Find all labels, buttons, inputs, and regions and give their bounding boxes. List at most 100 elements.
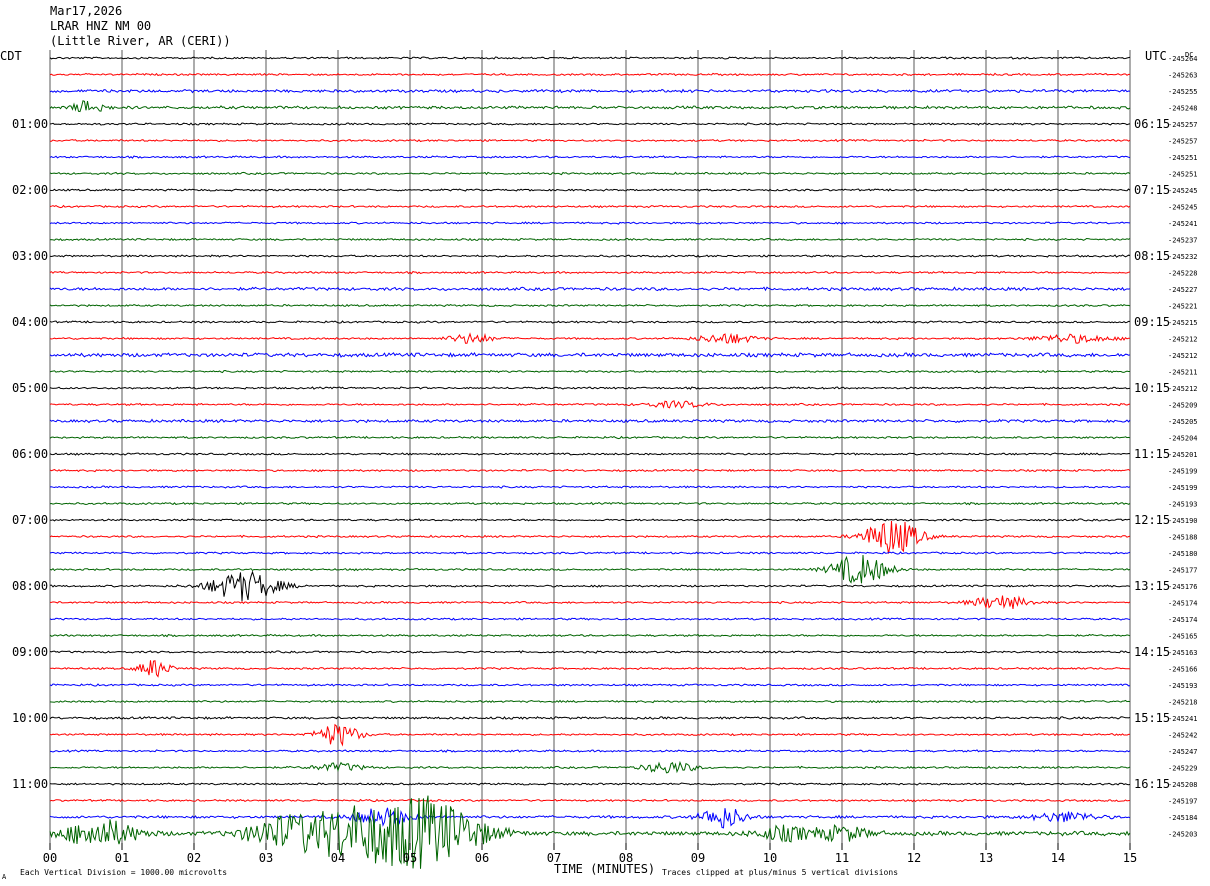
dc-offset-label: -245176: [1168, 583, 1198, 591]
seismic-traces: [49, 56, 1131, 869]
dc-offset-label: -245184: [1168, 814, 1198, 822]
dc-offset-label: -245193: [1168, 501, 1198, 509]
trace-line-7: [49, 155, 1131, 159]
dc-offset-label: -245227: [1168, 286, 1198, 294]
scale-note: Each Vertical Division = 1000.00 microvo…: [20, 868, 227, 877]
trace-line-22: [49, 400, 1131, 409]
trace-line-48: [49, 795, 1131, 869]
plot-header: Mar17,2026 LRAR HNZ NM 00 (Little River,…: [50, 4, 231, 49]
x-tick-label-04: 04: [331, 851, 345, 865]
trace-line-35: [49, 617, 1131, 621]
dc-offset-label: -245190: [1168, 517, 1198, 525]
x-tick-label-14: 14: [1051, 851, 1065, 865]
utc-hour-label: 07:15: [1134, 183, 1170, 197]
dc-offset-label: -245212: [1168, 385, 1198, 393]
cdt-hour-label: 02:00: [12, 183, 48, 197]
trace-line-33: [49, 570, 1131, 602]
dc-offset-label: -245204: [1168, 435, 1198, 443]
cdt-hour-label: 05:00: [12, 381, 48, 395]
x-tick-label-12: 12: [907, 851, 921, 865]
dc-offset-label: -245197: [1168, 798, 1198, 806]
trace-line-20: [49, 369, 1130, 374]
cdt-hour-label: 06:00: [12, 447, 48, 461]
dc-offset-label: -245263: [1168, 72, 1198, 80]
dc-offset-label: -245199: [1168, 484, 1198, 492]
utc-hour-label: 13:15: [1134, 579, 1170, 593]
trace-line-39: [49, 683, 1131, 687]
location-label: (Little River, AR (CERI)): [50, 34, 231, 48]
dc-offset-label: -245241: [1168, 715, 1198, 723]
trace-line-2: [49, 72, 1130, 77]
x-tick-label-07: 07: [547, 851, 561, 865]
trace-line-24: [49, 435, 1131, 440]
dc-offset-label: -245208: [1168, 781, 1198, 789]
dc-offset-label: -245203: [1168, 831, 1198, 839]
clip-note: Traces clipped at plus/minus 5 vertical …: [662, 868, 898, 877]
trace-line-8: [49, 171, 1131, 176]
cdt-hour-label: 09:00: [12, 645, 48, 659]
trace-line-31: [49, 551, 1131, 555]
trace-line-42: [49, 723, 1131, 747]
dc-offset-label: -245247: [1168, 748, 1198, 756]
trace-line-21: [49, 386, 1131, 390]
x-tick-label-13: 13: [979, 851, 993, 865]
x-axis-title: TIME (MINUTES): [554, 862, 655, 876]
trace-line-19: [49, 351, 1131, 358]
left-timezone-label: CDT: [0, 49, 22, 63]
x-axis-ticks: 00 01 02 03 04 05 06 07 08 09 10 11 12 13 14 15: [43, 843, 1137, 865]
trace-line-30: [49, 520, 1131, 554]
trace-line-28: [49, 501, 1131, 506]
dc-offset-label: -245166: [1168, 666, 1198, 674]
cdt-hour-label: 04:00: [12, 315, 48, 329]
trace-line-11: [49, 221, 1131, 225]
utc-hour-labels: 06:15 07:15 08:15 09:15 10:15 11:15 12:15 13:15…: [1134, 117, 1170, 791]
dc-offset-label: -245209: [1168, 402, 1198, 410]
dc-offset-label: -245165: [1168, 633, 1198, 641]
x-tick-label-03: 03: [259, 851, 273, 865]
trace-line-37: [49, 650, 1131, 654]
trace-line-5: [49, 122, 1131, 126]
utc-hour-label: 11:15: [1134, 447, 1170, 461]
dc-offset-label: -245264: [1168, 55, 1198, 63]
x-tick-label-11: 11: [835, 851, 849, 865]
dc-offset-label: -245180: [1168, 550, 1198, 558]
trace-line-18: [49, 332, 1130, 344]
trace-line-40: [49, 699, 1131, 704]
dc-offset-label: -245221: [1168, 303, 1198, 311]
dc-offset-label: -245245: [1168, 204, 1198, 212]
dc-offset-label: -245193: [1168, 682, 1198, 690]
dc-offset-label: -245205: [1168, 418, 1198, 426]
trace-line-6: [49, 138, 1131, 143]
utc-hour-label: 12:15: [1134, 513, 1170, 527]
x-tick-label-06: 06: [475, 851, 489, 865]
cdt-hour-label: 07:00: [12, 513, 48, 527]
dc-offset-label: -245218: [1168, 699, 1198, 707]
dc-offset-label: -245237: [1168, 237, 1198, 245]
dc-offset-label: -245251: [1168, 171, 1198, 179]
trace-line-26: [49, 468, 1131, 473]
dc-offset-label: -245248: [1168, 105, 1198, 113]
dc-offset-label: -245201: [1168, 451, 1198, 459]
dc-offset-label: -245241: [1168, 220, 1198, 228]
x-tick-label-01: 01: [115, 851, 129, 865]
dc-offset-label: -245188: [1168, 534, 1198, 542]
x-tick-label-08: 08: [619, 851, 633, 865]
dc-offset-label: -245232: [1168, 253, 1198, 261]
corner-mark: A: [2, 873, 7, 881]
dc-offset-label: -245215: [1168, 319, 1198, 327]
dc-offset-label: -245251: [1168, 154, 1198, 162]
dc-offset-label: -245199: [1168, 468, 1198, 476]
x-tick-label-05: 05: [403, 851, 417, 865]
cdt-hour-label: 11:00: [12, 777, 48, 791]
trace-line-3: [49, 88, 1131, 94]
x-tick-label-09: 09: [691, 851, 705, 865]
utc-hour-label: 15:15: [1134, 711, 1170, 725]
cdt-hour-label: 10:00: [12, 711, 48, 725]
dc-offset-label: -245174: [1168, 616, 1198, 624]
utc-hour-label: 09:15: [1134, 315, 1170, 329]
dc-offset-label: -245163: [1168, 649, 1198, 657]
trace-line-43: [49, 749, 1131, 753]
trace-line-10: [49, 204, 1131, 209]
cdt-hour-labels: 01:00 02:00 03:00 04:00 05:00 06:00 07:00 08:00…: [12, 117, 48, 791]
